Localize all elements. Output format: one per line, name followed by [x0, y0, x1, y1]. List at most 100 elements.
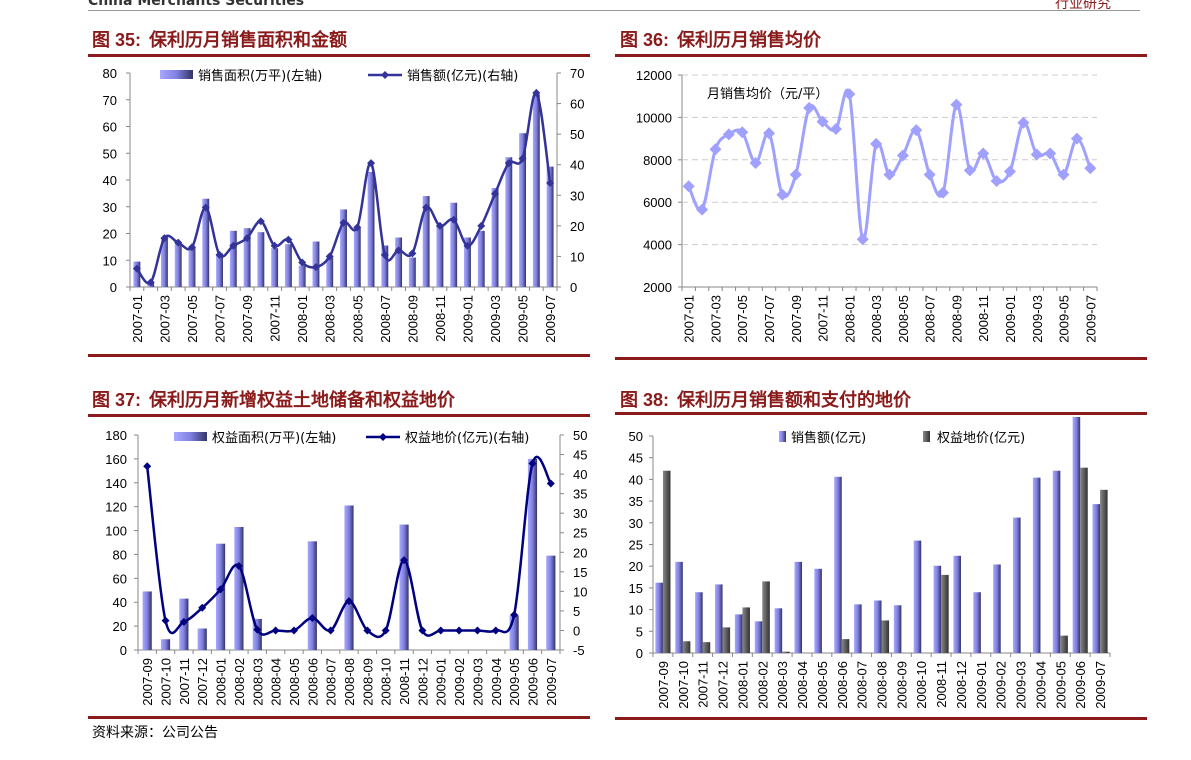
title-rule [88, 414, 590, 417]
data-point [229, 241, 238, 250]
y-tick-label-left: 180 [105, 428, 127, 443]
x-tick-label: 2009-01 [974, 661, 989, 709]
data-point [923, 168, 936, 181]
data-point [950, 98, 963, 111]
data-point [436, 626, 445, 635]
bar [326, 257, 334, 287]
figure-38-title: 图 38: 保利历月销售额和支付的地价 [620, 386, 911, 412]
data-point [528, 459, 537, 468]
legend-label: 销售额(亿元)(右轴) [407, 68, 518, 84]
bar [353, 228, 361, 287]
bottom-rule [88, 354, 590, 357]
bar [464, 237, 471, 287]
data-point [367, 159, 376, 168]
data-point [736, 126, 749, 139]
x-tick-label: 2008-10 [379, 658, 394, 706]
y-tick-label-left: 25 [629, 538, 643, 553]
bar [742, 607, 750, 653]
bar [655, 582, 663, 653]
x-tick-label: 2007-11 [177, 658, 192, 705]
bar [532, 94, 540, 288]
bar [941, 574, 949, 653]
bar [702, 642, 711, 653]
x-tick-label: 2009-03 [488, 295, 503, 343]
y-tick-label-right: 25 [573, 526, 587, 541]
bar [229, 230, 237, 287]
data-point [1003, 165, 1016, 178]
data-point [722, 128, 735, 141]
x-tick-label: 2008-12 [954, 661, 969, 709]
y-tick-label-left: 15 [629, 581, 643, 596]
data-point [937, 186, 950, 199]
x-tick-label: 2008-01 [295, 295, 310, 343]
data-point [510, 610, 519, 619]
data-point [198, 603, 207, 612]
bar [395, 237, 403, 287]
legend-label: 销售面积(万平)(左轴) [198, 68, 322, 84]
bar [993, 564, 1001, 653]
bar [1080, 467, 1088, 653]
x-tick-label: 2007-03 [708, 295, 723, 343]
x-tick-label: 2007-09 [140, 658, 155, 706]
x-tick-label: 2007-09 [240, 295, 255, 343]
bar [1032, 477, 1041, 653]
x-tick-label: 2008-05 [350, 295, 365, 343]
data-point [160, 234, 169, 243]
bar [682, 641, 691, 653]
bar [695, 592, 703, 653]
bar [1013, 517, 1021, 653]
y-tick-label-left: 0 [636, 646, 643, 661]
data-point [381, 626, 390, 635]
bar [814, 568, 822, 653]
y-tick-label-left: 20 [113, 619, 127, 634]
bar [160, 237, 168, 287]
title-rule [615, 412, 1147, 415]
x-tick-label: 2009-05 [516, 295, 531, 343]
data-point [394, 246, 403, 255]
x-tick-label: 2007-01 [682, 295, 697, 343]
data-point [776, 188, 789, 201]
bar [188, 246, 196, 287]
data-point [491, 626, 500, 635]
y-tick-label-right: 45 [573, 448, 587, 463]
figure-number: 图 37: [92, 390, 142, 410]
x-tick-label: 2009-02 [994, 661, 1009, 709]
y-tick-label-right: 30 [573, 506, 587, 521]
legend-label: 销售额(亿元) [791, 430, 866, 446]
data-point [380, 250, 389, 259]
data-point [408, 249, 417, 258]
y-tick-label-right: 50 [570, 127, 584, 142]
data-point [270, 241, 279, 250]
data-point [763, 127, 776, 140]
x-tick-label: 2007-11 [696, 661, 711, 708]
bar [344, 505, 354, 650]
x-tick-label: 2009-04 [489, 658, 504, 706]
bar [307, 541, 317, 650]
x-tick-label: 2009-07 [1083, 295, 1098, 343]
y-tick-label-left: 0 [120, 643, 127, 658]
y-tick-label-right: 20 [573, 545, 587, 560]
bottom-rule [88, 716, 590, 719]
data-point [289, 626, 298, 635]
bar [546, 555, 556, 650]
bar [477, 230, 485, 287]
bar [142, 591, 152, 650]
x-tick-label: 2008-01 [842, 295, 857, 343]
bar [1052, 470, 1061, 653]
bar [252, 618, 262, 650]
data-point [234, 561, 243, 570]
x-tick-label: 2009-01 [460, 295, 475, 343]
data-point [1017, 116, 1030, 129]
data-point [179, 617, 188, 626]
x-tick-label: 2008-10 [914, 661, 929, 709]
x-tick-label: 2008-11 [976, 295, 991, 342]
bar [367, 171, 375, 287]
x-tick-label: 2009-06 [525, 658, 540, 706]
data-point [216, 585, 225, 594]
x-tick-label: 2008-11 [934, 661, 949, 708]
data-point [1084, 162, 1097, 175]
x-tick-label: 2009-03 [1030, 295, 1045, 343]
data-point [298, 258, 307, 267]
x-tick-label: 2009-06 [1073, 661, 1088, 709]
bar [505, 157, 513, 287]
